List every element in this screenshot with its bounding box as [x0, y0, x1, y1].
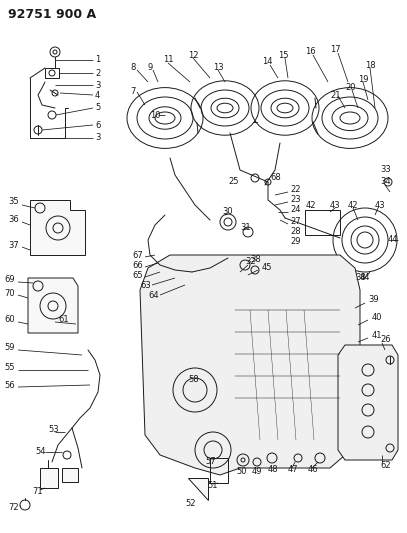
Text: 22: 22	[290, 185, 300, 195]
Polygon shape	[30, 200, 85, 255]
Text: 13: 13	[213, 63, 223, 72]
Text: 5: 5	[95, 103, 100, 112]
Text: 43: 43	[375, 200, 385, 209]
Text: 4: 4	[95, 91, 100, 100]
Text: 29: 29	[290, 238, 300, 246]
Text: 67: 67	[132, 251, 143, 260]
Text: 26: 26	[380, 335, 391, 344]
Text: 37: 37	[8, 240, 19, 249]
Text: 64: 64	[148, 292, 159, 301]
Text: 3: 3	[95, 133, 101, 142]
Text: 48: 48	[268, 465, 279, 474]
Text: 8: 8	[130, 63, 136, 72]
Text: 62: 62	[380, 461, 391, 470]
Text: 70: 70	[4, 288, 15, 297]
Text: 61: 61	[58, 316, 69, 325]
Text: 60: 60	[4, 316, 15, 325]
Text: 42: 42	[348, 200, 359, 209]
Text: 25: 25	[228, 177, 239, 187]
Text: 57: 57	[205, 457, 216, 466]
Text: 63: 63	[140, 280, 151, 289]
Bar	[305, 210, 340, 235]
Text: 65: 65	[132, 271, 142, 279]
Text: 38: 38	[355, 273, 366, 282]
Text: 54: 54	[35, 448, 46, 456]
Polygon shape	[338, 345, 398, 460]
Text: 49: 49	[252, 467, 263, 477]
Text: 46: 46	[308, 465, 319, 474]
Text: 32: 32	[245, 257, 256, 266]
Text: 27: 27	[290, 217, 301, 227]
Text: 24: 24	[290, 206, 300, 214]
Text: 31: 31	[240, 223, 251, 232]
Text: 14: 14	[262, 58, 273, 67]
Polygon shape	[140, 255, 360, 475]
Text: 2: 2	[95, 69, 100, 77]
Polygon shape	[188, 478, 208, 500]
Text: 47: 47	[288, 465, 299, 474]
Text: 7: 7	[130, 87, 136, 96]
Text: 42: 42	[306, 201, 317, 211]
Text: 59: 59	[4, 343, 15, 352]
Text: 33: 33	[380, 166, 391, 174]
Text: 12: 12	[188, 51, 199, 60]
Text: 72: 72	[8, 503, 19, 512]
Text: 66: 66	[132, 261, 143, 270]
Text: 15: 15	[278, 51, 289, 60]
Text: 44: 44	[388, 236, 398, 245]
Text: 40: 40	[372, 313, 383, 322]
Text: 34: 34	[380, 177, 391, 187]
Text: 23: 23	[290, 196, 301, 205]
Text: 71: 71	[32, 488, 43, 497]
Text: 50: 50	[236, 467, 247, 477]
Text: 68: 68	[270, 173, 281, 182]
Text: 58: 58	[188, 376, 199, 384]
Text: 9: 9	[148, 63, 153, 72]
Text: 38: 38	[250, 255, 261, 264]
Bar	[210, 458, 228, 483]
Polygon shape	[62, 468, 78, 482]
Text: 44: 44	[360, 273, 370, 282]
Text: 17: 17	[330, 45, 341, 54]
Text: 21: 21	[330, 91, 341, 100]
Text: 56: 56	[4, 381, 15, 390]
Text: 10: 10	[150, 110, 160, 119]
Text: 52: 52	[185, 498, 195, 507]
Text: 36: 36	[8, 215, 19, 224]
Text: 1: 1	[95, 55, 100, 64]
Text: 43: 43	[330, 201, 341, 211]
Text: 92751 900 A: 92751 900 A	[8, 7, 96, 20]
Text: 69: 69	[4, 276, 15, 285]
Text: 11: 11	[163, 55, 173, 64]
Text: 41: 41	[372, 332, 383, 341]
Text: 45: 45	[262, 263, 273, 272]
Text: 35: 35	[8, 198, 19, 206]
Text: 30: 30	[222, 207, 233, 216]
Text: 6: 6	[95, 120, 101, 130]
Text: 53: 53	[48, 425, 59, 434]
Text: 3: 3	[95, 80, 101, 90]
Polygon shape	[40, 468, 58, 488]
Text: 39: 39	[368, 295, 379, 304]
Bar	[45, 68, 59, 78]
Text: 51: 51	[207, 481, 217, 490]
Text: 19: 19	[358, 76, 368, 85]
Polygon shape	[28, 278, 78, 333]
Text: 16: 16	[305, 47, 315, 56]
Text: 28: 28	[290, 228, 301, 237]
Text: 20: 20	[345, 84, 355, 93]
Text: 55: 55	[4, 364, 15, 373]
Text: 18: 18	[365, 61, 376, 69]
